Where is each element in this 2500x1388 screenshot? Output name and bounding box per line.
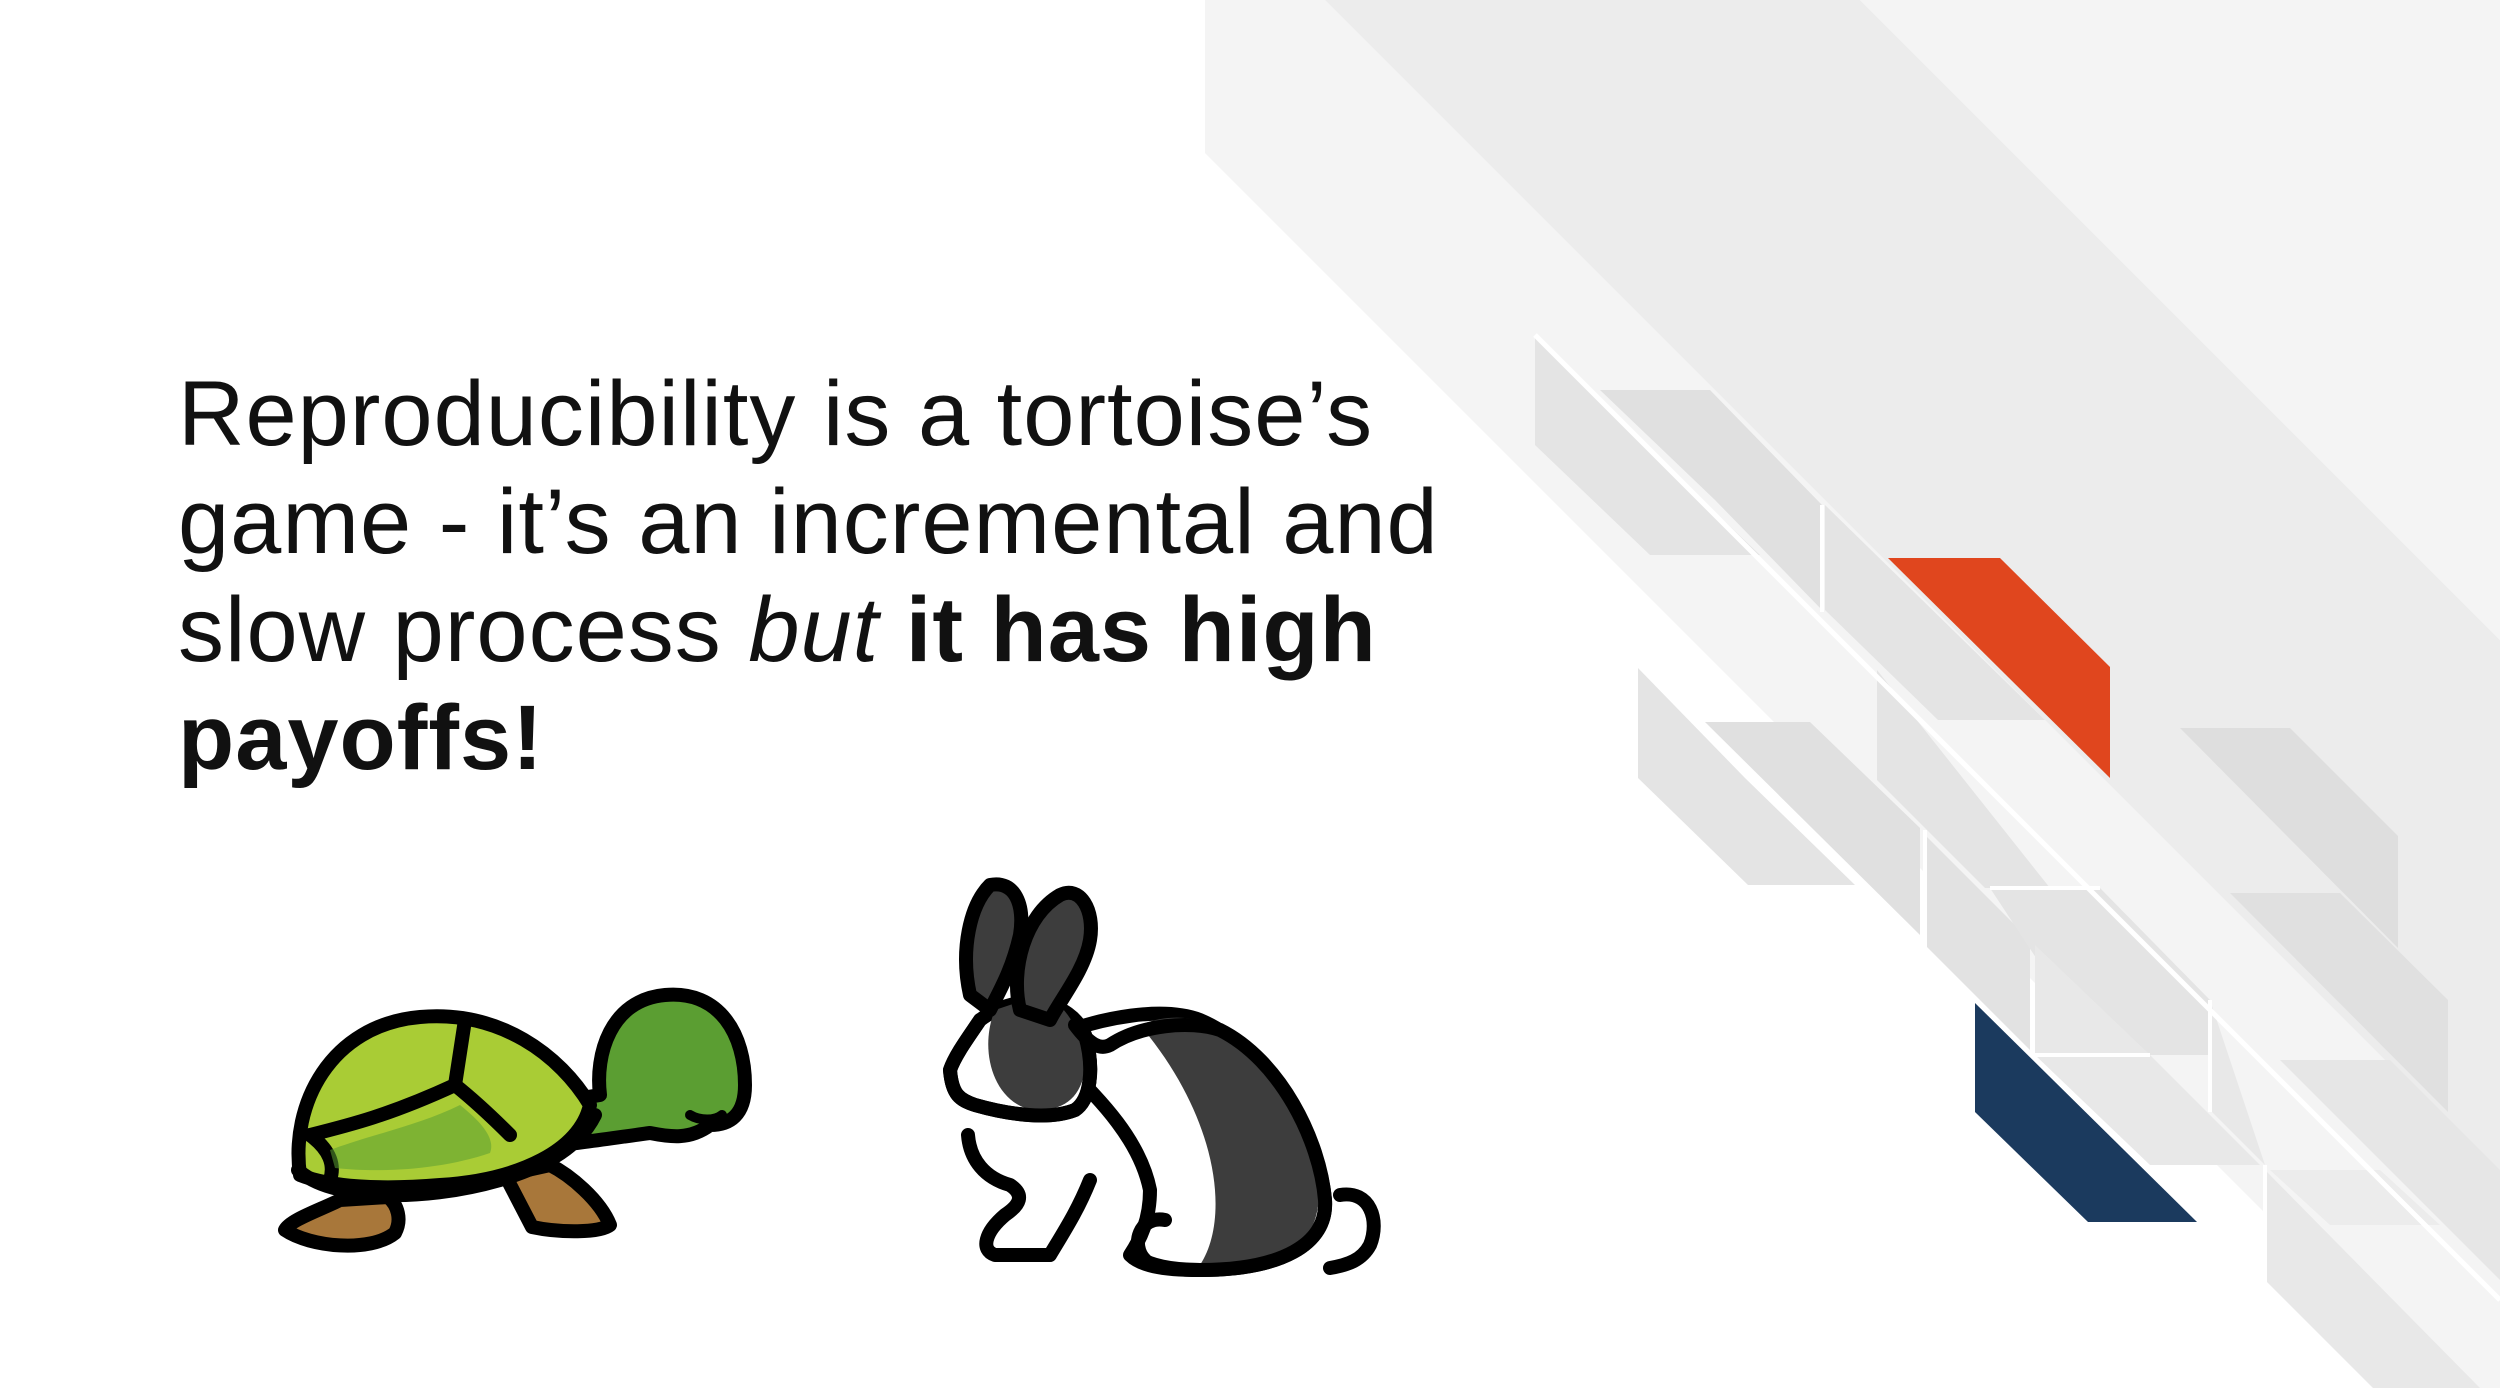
tortoise-head <box>553 987 752 1152</box>
decor-shape-n <box>2265 1170 2480 1388</box>
headline-regular-text: Reproducibility is a tortoise’s game - i… <box>178 363 1439 681</box>
headline-spacer <box>879 579 906 681</box>
decor-band-2 <box>1325 0 2500 1175</box>
decor-shape-d <box>1638 668 1855 885</box>
rabbit-tail <box>1323 1187 1381 1275</box>
decor-shape-f <box>1877 670 2050 888</box>
rabbit-icon <box>943 877 1381 1277</box>
decor-shape-m <box>2280 1060 2500 1280</box>
decor-shape-a <box>1535 335 1760 555</box>
headline-bold-text: it has high payoffs! <box>178 579 1377 789</box>
decor-accent-orange <box>1888 558 2110 778</box>
decor-shape-h <box>1990 888 2210 1055</box>
decor-shape-o <box>2270 1170 2440 1225</box>
decor-shape-g <box>1925 835 2030 1050</box>
decor-shape-j <box>2180 728 2398 948</box>
decor-accent-navy <box>1975 1003 2197 1222</box>
tortoise-front-foot <box>498 1158 617 1239</box>
decor-shape-b <box>1600 390 1822 610</box>
decor-shape-c <box>1825 505 2045 720</box>
rabbit-front-leg <box>961 1128 1097 1262</box>
headline: Reproducibility is a tortoise’s game - i… <box>178 360 1618 792</box>
rabbit-ear-back <box>959 877 1029 1017</box>
rabbit-haunch <box>1130 1212 1172 1267</box>
decor-band-3 <box>1860 0 2500 640</box>
tortoise-shell-rim <box>291 1108 602 1203</box>
decor-shape-l <box>2210 1000 2265 1165</box>
rabbit-ear-front <box>1010 885 1098 1027</box>
decor-shape-e <box>1705 722 1920 935</box>
tortoise-icon <box>278 987 752 1253</box>
headline-italic-text: but <box>748 579 880 681</box>
decor-shape-k <box>2230 893 2448 1112</box>
tortoise-back-foot <box>278 1190 406 1253</box>
